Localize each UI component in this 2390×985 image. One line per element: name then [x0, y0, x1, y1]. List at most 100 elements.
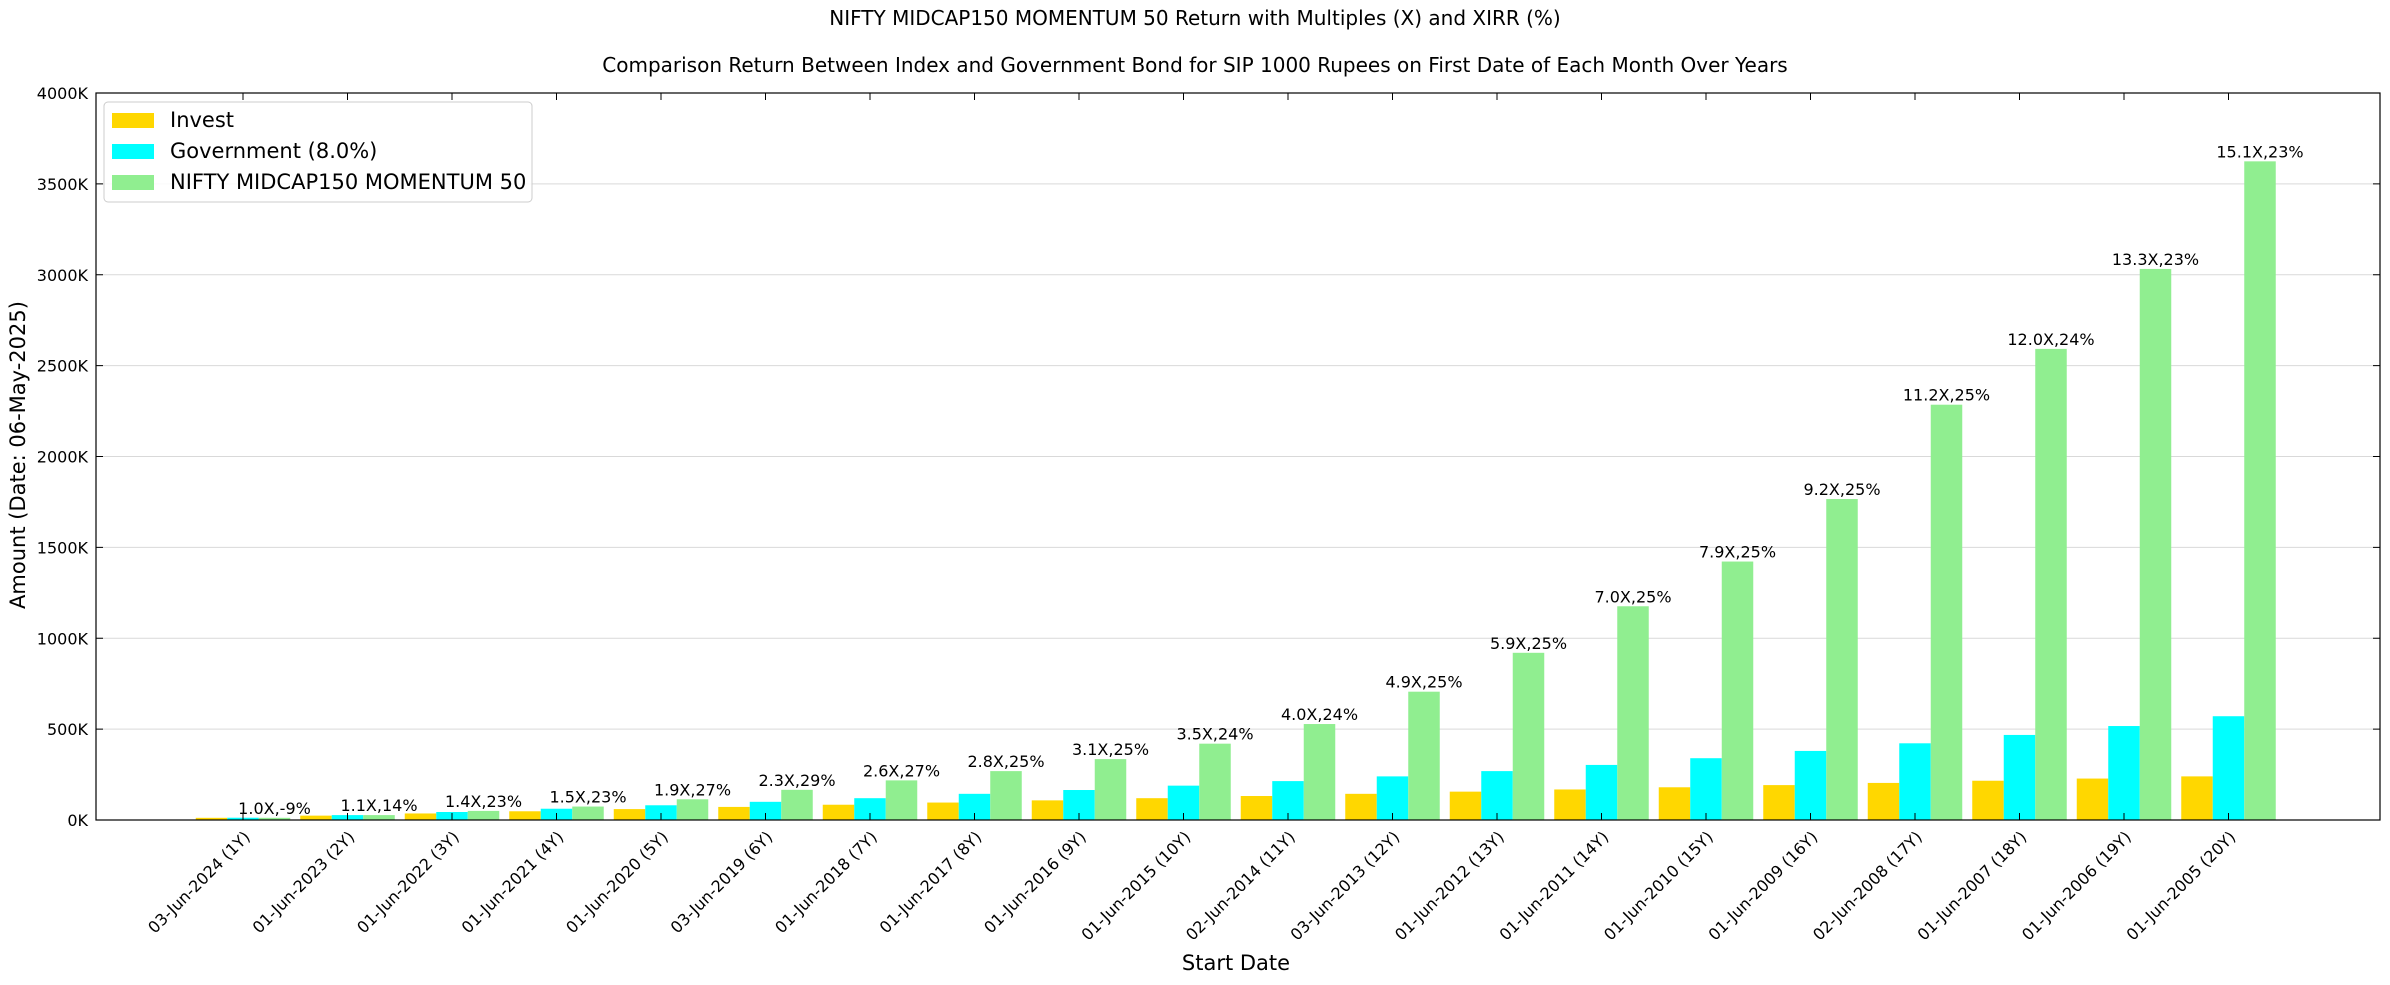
x-tick-label: 01-Jun-2009 (16Y) [1705, 827, 1822, 944]
chart-subtitle: Comparison Return Between Index and Gove… [602, 53, 1787, 77]
data-label: 5.9X,25% [1490, 634, 1567, 653]
y-tick-label: 1500K [37, 538, 89, 557]
bar-invest [300, 815, 332, 820]
data-label: 1.1X,14% [340, 796, 417, 815]
bar-nifty-midcap150-momentum-50 [1930, 404, 1963, 820]
legend-swatch [112, 144, 154, 159]
x-tick-label: 01-Jun-2011 (14Y) [1496, 827, 1613, 944]
x-tick-label: 01-Jun-2006 (19Y) [2018, 827, 2135, 944]
bar-nifty-midcap150-momentum-50 [2139, 268, 2172, 821]
data-label: 9.2X,25% [1803, 480, 1880, 499]
x-tick-label: 01-Jun-2020 (5Y) [562, 827, 672, 937]
data-label: 1.4X,23% [445, 792, 522, 811]
bar-invest [195, 817, 228, 820]
y-tick-label: 3500K [37, 175, 89, 194]
bar-invest [613, 809, 646, 820]
x-tick-label: 01-Jun-2005 (20Y) [2123, 827, 2240, 944]
bar-government-8-0 [1690, 758, 1722, 820]
bars-layer [195, 161, 2276, 821]
bar-government-8-0 [1585, 764, 1618, 820]
bar-invest [1658, 787, 1691, 820]
bar-nifty-midcap150-momentum-50 [1408, 691, 1440, 820]
x-tick-label: 03-Jun-2024 (1Y) [144, 827, 254, 937]
legend-box [103, 101, 533, 203]
legend-label: NIFTY MIDCAP150 MOMENTUM 50 [170, 170, 526, 194]
bar-invest [1554, 789, 1586, 820]
x-tick-label: 01-Jun-2017 (8Y) [876, 827, 986, 937]
bar-nifty-midcap150-momentum-50 [1721, 561, 1754, 820]
x-axis-label: Start Date [1182, 951, 1290, 975]
data-label: 11.2X,25% [1903, 386, 1990, 405]
bar-invest [718, 806, 750, 820]
legend-label: Invest [170, 108, 234, 132]
y-tick-label: 500K [47, 720, 89, 739]
legend-swatch [112, 113, 154, 128]
bar-invest [1345, 793, 1377, 820]
data-label: 1.5X,23% [549, 788, 626, 807]
y-tick-label: 4000K [37, 84, 89, 103]
legend-swatch [112, 175, 154, 190]
y-tick-label: 1000K [37, 629, 89, 648]
y-tick-label: 3000K [37, 266, 89, 285]
x-tick-label: 01-Jun-2007 (18Y) [1914, 827, 2031, 944]
bar-nifty-midcap150-momentum-50 [1826, 499, 1858, 820]
bar-nifty-midcap150-momentum-50 [781, 789, 813, 820]
bar-government-8-0 [749, 801, 782, 820]
x-tick-label: 01-Jun-2012 (13Y) [1391, 827, 1508, 944]
bar-nifty-midcap150-momentum-50 [885, 780, 918, 820]
y-axis-label: Amount (Date: 06-May-2025) [6, 301, 30, 609]
bar-government-8-0 [1481, 771, 1513, 820]
data-label: 2.8X,25% [967, 752, 1044, 771]
x-tick-label: 01-Jun-2010 (15Y) [1600, 827, 1717, 944]
bar-nifty-midcap150-momentum-50 [467, 810, 500, 820]
bar-government-8-0 [2108, 726, 2140, 820]
data-labels-layer: 1.0X,-9% 1.1X,14% 1.4X,23% 1.5X,23% 1.9X,27%… [238, 142, 2303, 817]
data-label: 3.1X,25% [1072, 740, 1149, 759]
x-tick-label: 01-Jun-2016 (9Y) [980, 827, 1090, 937]
bar-nifty-midcap150-momentum-50 [2244, 161, 2276, 820]
bar-invest [404, 813, 437, 820]
x-tick-label: 03-Jun-2019 (6Y) [667, 827, 777, 937]
x-tick-label: 02-Jun-2008 (17Y) [1809, 827, 1926, 944]
bar-nifty-midcap150-momentum-50 [363, 815, 395, 820]
bar-nifty-midcap150-momentum-50 [1512, 652, 1545, 820]
data-label: 4.0X,24% [1281, 705, 1358, 724]
data-label: 7.0X,25% [1594, 587, 1671, 606]
chart-title: NIFTY MIDCAP150 MOMENTUM 50 Return with … [829, 6, 1560, 30]
data-label: 2.6X,27% [863, 761, 940, 780]
bar-invest [1763, 785, 1795, 820]
bar-nifty-midcap150-momentum-50 [1094, 759, 1127, 820]
bar-invest [509, 811, 541, 820]
bar-government-8-0 [854, 798, 886, 820]
legend: Invest Government (8.0%) NIFTY MIDCAP150 M… [103, 101, 533, 203]
bar-government-8-0 [1794, 750, 1827, 820]
y-tick-label: 2500K [37, 357, 89, 376]
data-label: 13.3X,23% [2112, 250, 2199, 269]
bar-nifty-midcap150-momentum-50 [1617, 606, 1649, 820]
bar-invest [1449, 791, 1482, 820]
data-label: 7.9X,25% [1699, 543, 1776, 562]
data-label: 12.0X,24% [2007, 330, 2094, 349]
bar-nifty-midcap150-momentum-50 [258, 817, 291, 820]
bar-nifty-midcap150-momentum-50 [1199, 743, 1231, 820]
bar-nifty-midcap150-momentum-50 [2035, 348, 2067, 820]
x-tick-label: 01-Jun-2015 (10Y) [1078, 827, 1195, 944]
x-tick-label: 02-Jun-2014 (11Y) [1182, 827, 1299, 944]
x-tick-label: 01-Jun-2021 (4Y) [458, 827, 568, 937]
bar-government-8-0 [1899, 743, 1931, 820]
bar-invest [822, 804, 855, 820]
bar-government-8-0 [645, 805, 677, 820]
y-tick-label: 0K [67, 811, 88, 830]
bar-government-8-0 [2003, 734, 2036, 820]
data-label: 1.9X,27% [654, 780, 731, 799]
bar-government-8-0 [1376, 776, 1409, 820]
y-tick-label: 2000K [37, 448, 89, 467]
x-tick-label: 01-Jun-2023 (2Y) [249, 827, 359, 937]
data-label: 2.3X,29% [758, 771, 835, 790]
bar-nifty-midcap150-momentum-50 [990, 771, 1022, 820]
bar-invest [1031, 800, 1064, 820]
bar-invest [1867, 782, 1900, 820]
bar-government-8-0 [2212, 716, 2245, 820]
